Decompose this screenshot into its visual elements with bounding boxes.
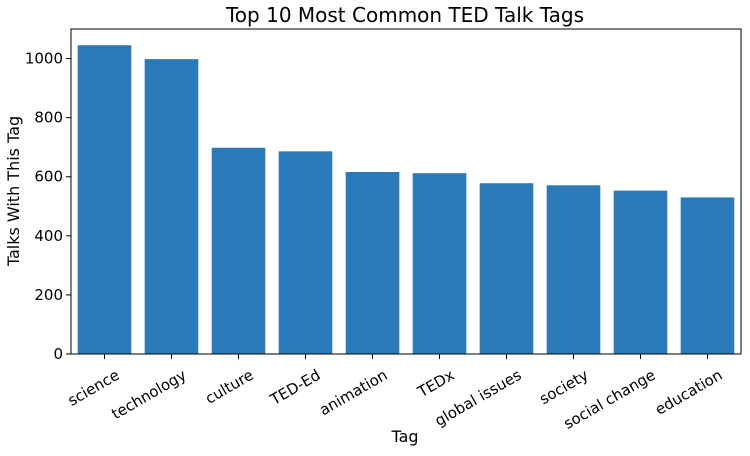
y-tick-label: 1000 bbox=[25, 50, 63, 68]
bar-ted-ed bbox=[278, 151, 333, 354]
x-tick-label: TEDx bbox=[414, 366, 458, 402]
bar-animation bbox=[345, 172, 400, 354]
y-axis-label: Talks With This Tag bbox=[4, 116, 23, 267]
y-tick-label: 800 bbox=[34, 109, 63, 127]
bar-social-change bbox=[613, 190, 668, 354]
bar-tedx bbox=[412, 173, 467, 354]
y-tick-label: 200 bbox=[34, 286, 63, 304]
y-tick-label: 400 bbox=[34, 227, 63, 245]
x-tick-label: animation bbox=[316, 366, 390, 419]
bar-education bbox=[680, 197, 735, 354]
chart-title: Top 10 Most Common TED Talk Tags bbox=[225, 3, 584, 27]
x-tick-label: science bbox=[65, 366, 123, 410]
y-tick-label: 0 bbox=[53, 345, 63, 363]
x-tick-label: culture bbox=[202, 366, 256, 408]
x-tick-label: education bbox=[652, 366, 725, 419]
bar-society bbox=[546, 185, 601, 354]
x-axis-label: Tag bbox=[390, 427, 418, 446]
bar-science bbox=[77, 45, 132, 354]
bar-technology bbox=[144, 59, 199, 355]
axes-frame bbox=[70, 28, 742, 355]
bar-global-issues bbox=[479, 183, 534, 354]
y-tick-label: 600 bbox=[34, 168, 63, 186]
x-tick-label: society bbox=[536, 366, 591, 408]
bar-culture bbox=[211, 147, 266, 354]
x-tick-label: technology bbox=[108, 366, 189, 423]
x-tick-label: TED-Ed bbox=[266, 366, 323, 409]
